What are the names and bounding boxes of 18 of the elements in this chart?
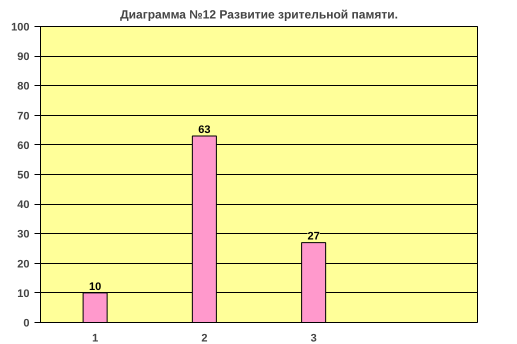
data-label: 63	[198, 124, 211, 136]
x-tick-label: 3	[310, 332, 317, 344]
y-tick-label: 80	[17, 80, 30, 93]
y-tick-label: 100	[11, 22, 30, 34]
y-tick-label: 40	[17, 199, 30, 212]
data-label: 10	[89, 280, 102, 293]
y-tick-label: 70	[17, 110, 30, 122]
x-tick-label: 2	[201, 332, 208, 344]
y-tick-label: 20	[17, 258, 30, 270]
y-tick-label: 50	[17, 170, 30, 182]
data-label: 27	[308, 230, 320, 243]
chart-title: Диаграмма №12 Развитие зрительной памяти.	[120, 8, 398, 22]
y-tick-label: 10	[17, 288, 30, 300]
y-tick-label: 0	[23, 318, 30, 330]
y-tick-label: 30	[17, 228, 30, 241]
y-tick-label: 90	[17, 51, 30, 64]
y-tick-label: 60	[17, 140, 30, 152]
x-tick-label: 1	[92, 332, 98, 344]
